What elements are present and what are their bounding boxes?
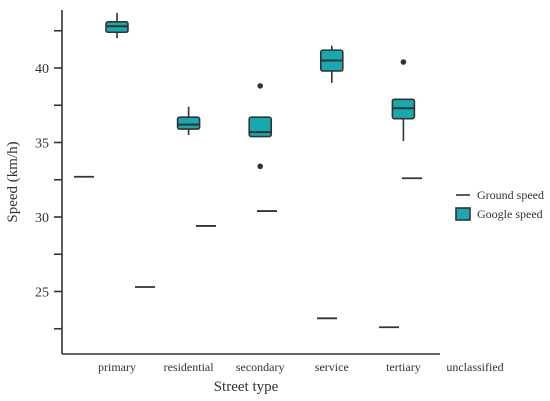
x-tick-label: tertiary [386, 360, 421, 374]
legend-ground-speed-label: Ground speed [477, 188, 544, 202]
y-tick-label: 30 [35, 211, 49, 226]
x-tick-labels: primary residential secondary service tertia… [98, 360, 504, 374]
box-iqr [176, 116, 201, 130]
y-tick-label: 35 [35, 137, 49, 152]
x-tick-label: service [315, 360, 349, 374]
box-outlier [400, 59, 407, 65]
x-axis-title: Street type [214, 379, 279, 395]
box-outlier [257, 163, 264, 170]
legend-google-speed-label: Google speed [477, 207, 543, 221]
legend-google-speed-swatch [455, 207, 471, 221]
box-outlier [257, 83, 264, 89]
x-tick-label: primary [98, 360, 136, 374]
y-tick-label: 40 [35, 62, 49, 77]
x-axis: primary residential secondary service tertia… [62, 353, 504, 395]
x-tick-label: unclassified [446, 360, 503, 374]
y-axis-title: Speed (km/h) [5, 141, 21, 222]
y-ticks: 25 30 35 40 [35, 29, 62, 330]
google-speed-series [105, 12, 416, 170]
y-tick-label: 25 [35, 286, 49, 301]
legend: Ground speed Google speed [455, 188, 544, 221]
box-iqr [248, 116, 272, 138]
x-tick-label: secondary [236, 360, 285, 374]
ground-speed-series [74, 175, 422, 329]
y-axis: 25 30 35 40 Speed (km/h) [5, 10, 63, 354]
x-tick-label: residential [164, 360, 215, 374]
